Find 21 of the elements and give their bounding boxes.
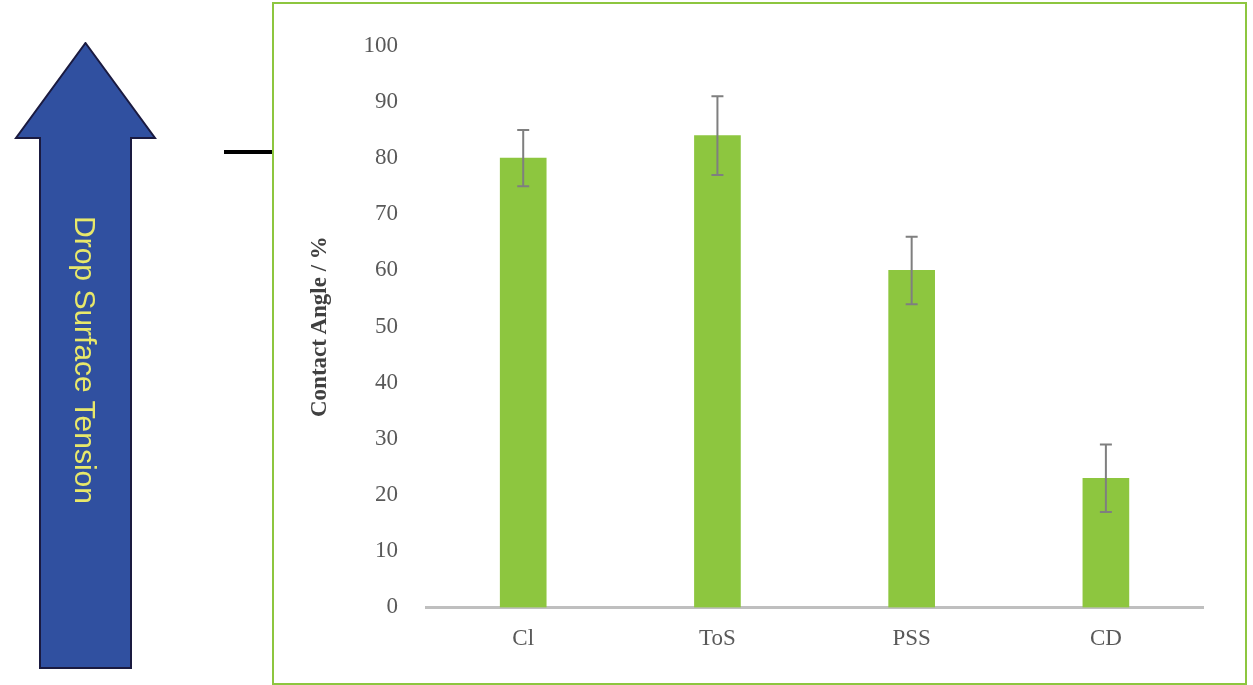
y-tick-label: 20	[375, 481, 399, 507]
y-tick-label: 60	[375, 256, 399, 282]
y-tick-label: 70	[375, 200, 399, 226]
x-tick-label: Cl	[512, 625, 535, 651]
x-tick-label: ToS	[699, 625, 736, 651]
y-axis-title: Contact Angle / %	[305, 236, 331, 418]
x-tick-label: PSS	[892, 625, 931, 651]
y-tick-label: 30	[375, 424, 399, 450]
text: Drop Surface Tension	[68, 216, 102, 504]
bar	[499, 157, 547, 608]
bar	[888, 270, 935, 608]
y-tick-label: 80	[375, 144, 399, 170]
x-tick-label: CD	[1089, 625, 1122, 651]
y-tick-label: 90	[375, 88, 399, 114]
bar	[694, 135, 741, 608]
y-tick-label: 40	[375, 368, 399, 394]
y-tick-label: 0	[386, 593, 399, 619]
y-tick-label: 50	[375, 312, 399, 338]
y-tick-label: 10	[375, 537, 399, 563]
y-tick-label: 100	[363, 31, 399, 57]
bar	[1082, 477, 1130, 608]
